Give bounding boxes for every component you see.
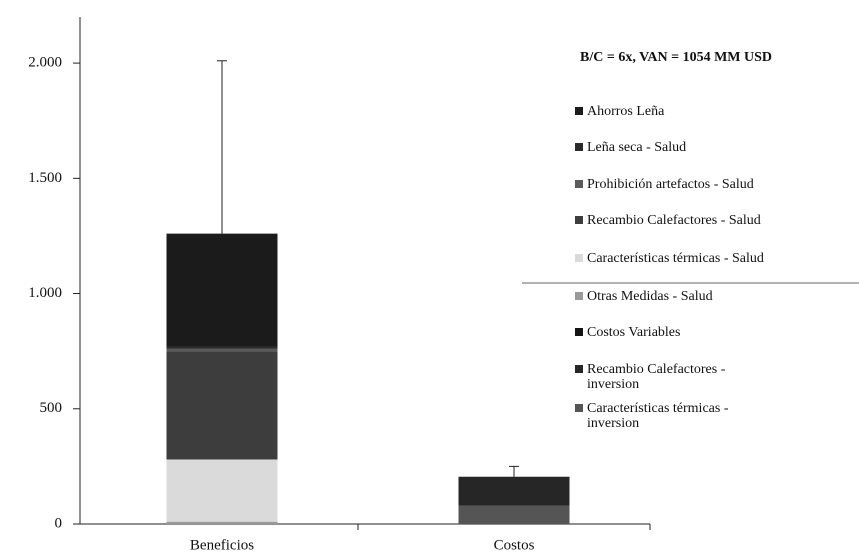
bar-segment: [166, 348, 278, 352]
bar-segment: [166, 346, 278, 349]
legend-label: Costos Variables: [587, 325, 681, 340]
legend-swatch: [575, 254, 583, 262]
legend-item: Características térmicas - Salud: [575, 251, 764, 266]
legend-item: Recambio Calefactores - Salud: [575, 213, 761, 228]
bar-segment: [458, 476, 570, 478]
legend-swatch: [575, 365, 583, 373]
legend-label: Prohibición artefactos - Salud: [587, 177, 754, 192]
y-tick-label: 1.500: [28, 170, 62, 186]
legend-swatch: [575, 143, 583, 151]
legend-item: Costos Variables: [575, 325, 680, 340]
bar-segment: [166, 459, 278, 522]
legend-item: Otras Medidas - Salud: [575, 289, 713, 304]
legend-label: Características térmicas - Salud: [587, 251, 764, 266]
y-tick-label: 0: [55, 515, 63, 531]
y-tick-label: 2.000: [28, 55, 62, 71]
legend-swatch: [575, 292, 583, 300]
legend-swatch: [575, 328, 583, 336]
legend-swatch: [575, 180, 583, 188]
legend-swatch: [575, 404, 583, 412]
legend-swatch: [575, 216, 583, 224]
x-tick-label: Costos: [494, 537, 535, 553]
legend-label: Recambio Calefactores - Salud: [587, 213, 761, 228]
legend-swatch: [575, 107, 583, 115]
legend-item: Ahorros Leña: [575, 104, 664, 119]
annotation: B/C = 6x, VAN = 1054 MM USD: [580, 50, 773, 65]
bar-segment: [166, 521, 278, 524]
legend-item: Características térmicas - inversion: [575, 401, 728, 431]
bar-segment: [458, 505, 570, 524]
legend-label: Características térmicas - inversion: [587, 401, 729, 431]
legend-label: Recambio Calefactores - inversion: [587, 362, 726, 392]
legend-item: Recambio Calefactores - inversion: [575, 362, 725, 392]
bar-segment: [166, 351, 278, 460]
bar-segment: [458, 477, 570, 506]
legend-label: Ahorros Leña: [587, 104, 665, 119]
y-tick-label: 1.000: [28, 285, 62, 301]
bar-segment: [166, 233, 278, 347]
legend-item: Prohibición artefactos - Salud: [575, 177, 754, 192]
x-tick-label: Beneficios: [190, 537, 254, 553]
legend-label: Otras Medidas - Salud: [587, 289, 713, 304]
legend-item: Leña seca - Salud: [575, 140, 686, 155]
legend-label: Leña seca - Salud: [587, 140, 687, 155]
y-tick-label: 500: [40, 400, 63, 416]
